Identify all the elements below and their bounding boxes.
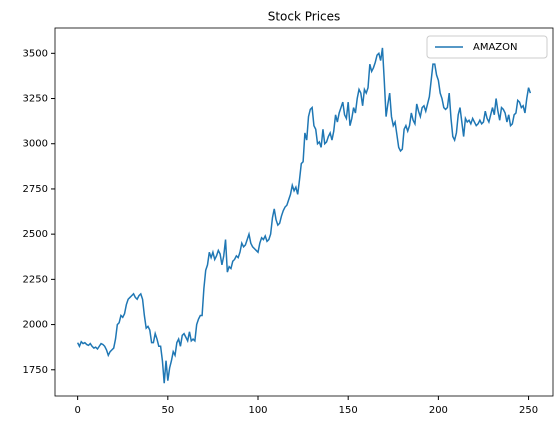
x-tick-label: 250	[519, 405, 538, 416]
legend-label: AMAZON	[473, 42, 518, 53]
chart-title: Stock Prices	[268, 10, 341, 24]
x-tick-label: 0	[74, 405, 80, 416]
x-tick-label: 50	[161, 405, 174, 416]
x-tick-label: 100	[248, 405, 267, 416]
y-tick-label: 1750	[23, 365, 48, 376]
y-tick-label: 3000	[23, 139, 48, 150]
y-tick-label: 2500	[23, 229, 48, 240]
x-tick-label: 200	[429, 405, 448, 416]
y-tick-label: 3500	[23, 48, 48, 59]
x-tick-label: 150	[339, 405, 358, 416]
y-tick-label: 2750	[23, 184, 48, 195]
y-tick-label: 2000	[23, 320, 48, 331]
y-tick-label: 2250	[23, 274, 48, 285]
line-series	[76, 47, 532, 384]
plot-frame	[54, 27, 554, 397]
legend-box	[426, 35, 548, 59]
y-tick-label: 3250	[23, 94, 48, 105]
